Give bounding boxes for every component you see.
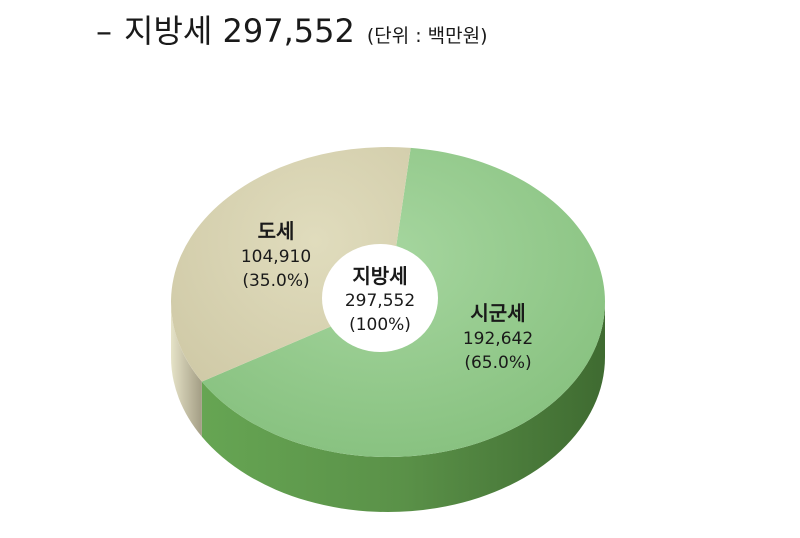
slice-label-name: 도세 [258, 219, 295, 243]
pie-slice-dose [171, 146, 411, 382]
slice-label-name: 시군세 [470, 301, 525, 325]
title-dash: – [96, 12, 112, 50]
center-label-percent: (100%) [349, 315, 411, 335]
title-unit: (단위 : 백만원) [366, 25, 488, 47]
center-label-name: 지방세 [352, 264, 407, 288]
pie-side-dose [171, 302, 202, 437]
slice-label-value: 104,910 [241, 247, 311, 267]
chart-title: – 지방세 297,552 (단위 : 백만원) [96, 6, 488, 52]
slice-label-value: 192,642 [463, 329, 533, 349]
center-hole [322, 244, 438, 352]
center-label-value: 297,552 [345, 291, 415, 311]
slice-label-percent: (35.0%) [242, 271, 309, 291]
pie-side-sigunse [201, 302, 605, 512]
title-text: 지방세 297,552 [124, 12, 355, 50]
slice-label-percent: (65.0%) [464, 353, 531, 373]
